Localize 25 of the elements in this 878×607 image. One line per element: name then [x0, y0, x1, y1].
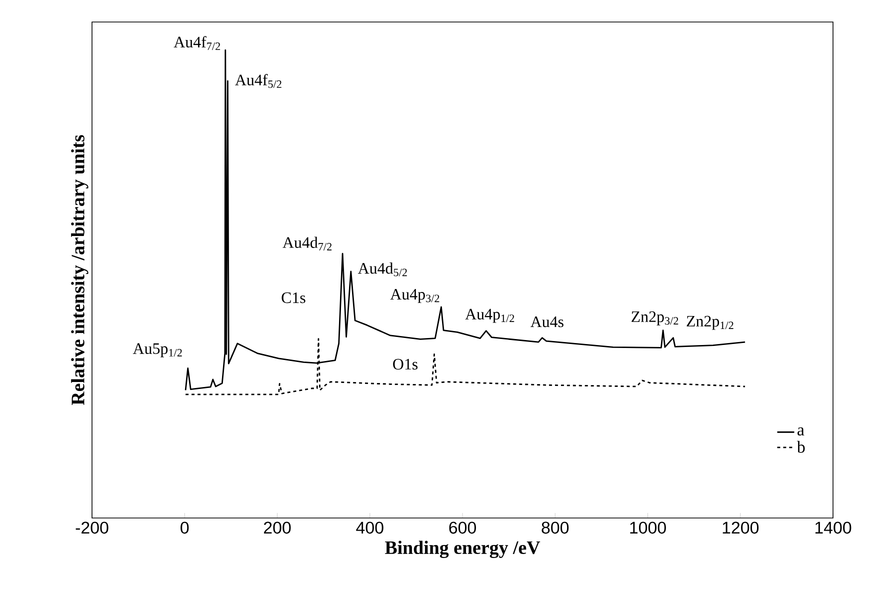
- x-tick-label: 600: [449, 522, 476, 534]
- annotation: Au4f$_{7/2}$: [174, 36, 220, 50]
- x-tick-label: -200: [76, 522, 108, 534]
- annotation: Au4s: [530, 316, 564, 328]
- annotation: Au4f$_{5/2}$: [235, 74, 282, 88]
- x-tick-label: 0: [180, 522, 189, 534]
- annotation: C1s: [282, 292, 306, 304]
- annotation: Au4d$_{7/2}$: [282, 236, 332, 250]
- annotation: Au4p$_{1/2}$: [465, 308, 514, 323]
- x-tick-label: 1200: [722, 522, 759, 534]
- legend-label: a: [798, 427, 804, 436]
- x-tick-label: 1000: [630, 522, 666, 534]
- annotation: Zn2p$_{3/2}$: [632, 311, 678, 326]
- annotation: Au4p$_{3/2}$: [390, 289, 440, 303]
- x-tick-label: 800: [542, 522, 569, 534]
- x-tick-label: 200: [264, 522, 291, 534]
- annotation: O1s: [393, 358, 418, 370]
- y-axis-title: Relative intensity /arbitrary units: [71, 135, 88, 406]
- x-tick-label: 400: [356, 522, 384, 534]
- x-axis-title: Binding energy /eV: [385, 540, 540, 558]
- x-tick-label: 1400: [815, 522, 852, 534]
- annotation: Au4d$_{5/2}$: [358, 262, 407, 276]
- annotation: Au5p$_{1/2}$: [132, 343, 182, 358]
- annotation: Zn2p$_{1/2}$: [686, 316, 734, 330]
- legend-label: b: [796, 440, 805, 453]
